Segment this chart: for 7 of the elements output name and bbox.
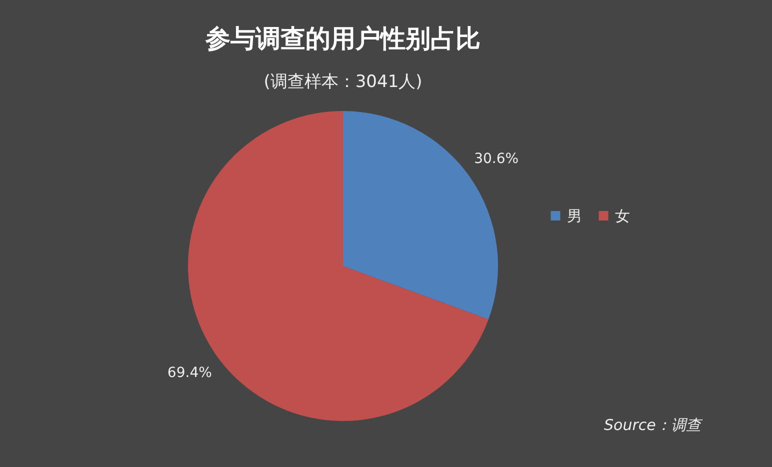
data-label: 30.6% xyxy=(474,150,519,167)
chart-title: 参与调查的用户性别占比 xyxy=(204,24,480,53)
legend-label: 女 xyxy=(615,206,630,225)
legend-label: 男 xyxy=(567,206,582,225)
chart-subtitle: (调查样本：3041人) xyxy=(264,72,422,92)
data-label: 69.4% xyxy=(167,365,212,382)
source-note: Source：调查 xyxy=(604,416,703,434)
